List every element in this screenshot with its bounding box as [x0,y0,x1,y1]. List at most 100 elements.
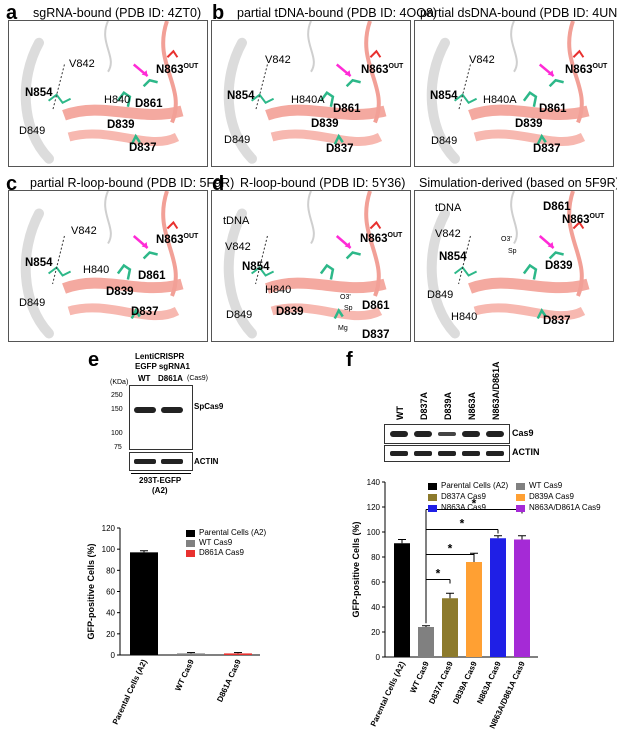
residue-label: D849 [226,309,252,321]
protein-ribbon [426,21,590,164]
residue-label-text: D849 [427,289,454,301]
structure-view-d1: tDNA N863OUT V842 N854 O3' Sp H840 D861 Mg D839 D8… [211,190,411,342]
residue-label-text: D837 [326,143,354,155]
residue-label-text: N854 [227,90,255,102]
panel-label-c: c [6,173,18,195]
residue-label-text: N854 [430,90,458,102]
residue-label-text: tDNA [223,215,250,227]
residue-label-text: D839 [311,118,339,130]
legend-swatch [516,504,525,512]
category-label: D839A Cas9 [451,660,479,706]
legend-text: N863A/D861A Cas9 [529,503,601,512]
legend-swatch [186,549,195,557]
chart-e: 0 20 40 60 80 100 120 Parental Cells (A2) WT Cas… [80,510,270,726]
bar [177,653,205,655]
panel-title-b1: partial tDNA-bound (PDB ID: 4OO8) [237,6,438,20]
y-tick-label: 40 [106,609,115,618]
protein-ribbon [426,191,590,339]
band-label-spcas9: SpCas9 [194,402,224,411]
bar [466,562,482,657]
residue-label: D839 [276,306,304,318]
blot-f-actin [384,445,510,462]
blot-lane-label: D837A [419,391,429,420]
residue-label-text: V842 [69,58,95,70]
y-axis-label: GFP-positive Cells (%) [86,543,96,639]
residue-label-text: D837 [543,315,571,327]
legend-f: Parental Cells (A2) WT Cas9 D837A Cas9 D839… [428,481,608,515]
residue-label: Sp [508,246,517,258]
blot-e-actin [129,452,193,471]
panel-label-b1: b [212,2,225,24]
residue-label-text: D839 [276,306,304,318]
residue-label: H840 [83,264,109,276]
blot-header-line2: EGFP sgRNA1 [135,362,190,371]
legend-text: D839A Cas9 [529,492,574,501]
legend-item: Parental Cells (A2) [186,528,266,538]
protein-ribbon [223,191,387,339]
residue-label: Sp [344,303,353,315]
residue-label: N854 [25,257,53,269]
residue-label-superscript: OUT [592,63,608,70]
bar [394,543,410,657]
residue-label: tDNA [435,202,461,214]
panel-title-d1: R-loop-bound (PDB ID: 5Y36) [240,176,406,190]
residue-label-text: D861 [539,103,567,115]
residue-label-text: D839 [515,118,543,130]
cell-line-sub: (A2) [152,486,168,495]
residue-label: D861 [539,103,567,115]
legend-swatch [428,504,437,512]
panel-title-d2: Simulation-derived (based on 5F9R) [419,176,617,190]
y-tick-label: 100 [102,545,116,554]
residue-label-text: V842 [71,225,97,237]
residue-label: D839 [515,118,543,130]
residue-label-text: tDNA [435,202,462,214]
residue-label: V842 [71,225,97,237]
residue-label: N863OUT [361,61,403,76]
protein-ribbon [20,21,184,164]
legend-swatch [428,482,437,490]
residue-label: O3' [340,292,351,304]
panel-label-e: e [88,349,100,371]
residue-label-text: D839 [545,260,573,272]
residue-label-text: H840A [291,94,325,106]
residue-label-text: N854 [242,261,270,273]
legend-item: WT Cas9 [186,538,266,548]
residue-label-superscript: OUT [387,232,403,239]
y-tick-label: 60 [106,588,115,597]
residue-label: N854 [430,90,458,102]
panel-label-f: f [346,349,353,371]
legend-item: D839A Cas9 [516,492,574,502]
panel-title-b2: partial dsDNA-bound (PDB ID: 4UN3) [420,6,617,20]
significance-star: * [472,497,477,511]
legend-swatch [428,493,437,501]
blot-lane-label: N863A [467,391,477,420]
category-label: Parental Cells (A2) [369,660,407,728]
significance-star: * [460,517,465,531]
legend-swatch [516,482,525,490]
legend-item: D837A Cas9 [428,492,486,502]
residue-label: N863OUT [360,230,402,245]
residue-label-text: Sp [508,248,517,255]
residue-label: V842 [435,228,461,240]
residue-label-text: D861 [362,300,390,312]
category-label: WT Cas9 [173,658,196,693]
residue-label-text: O3' [501,236,512,243]
band-label-cas9-f: Cas9 [512,428,534,438]
residue-label: D837 [129,142,157,154]
marker-150: 150 [111,406,123,413]
cell-line-label: 293T-EGFP [139,476,182,485]
kda-label: (KDa) [110,379,129,386]
residue-label: D849 [431,135,457,147]
y-tick-label: 0 [111,651,116,660]
residue-label-text: N854 [25,257,53,269]
residue-label: N854 [227,90,255,102]
residue-label-text: H840 [451,311,478,323]
residue-label: V842 [69,58,95,70]
bar [130,552,158,655]
legend-text: N863A Cas9 [441,503,486,512]
cell-line-bar [131,473,191,474]
blot-lane-wt: WT [138,374,151,383]
residue-label: N854 [25,87,53,99]
residue-label-text: D861 [543,201,571,213]
y-tick-label: 20 [371,628,380,637]
